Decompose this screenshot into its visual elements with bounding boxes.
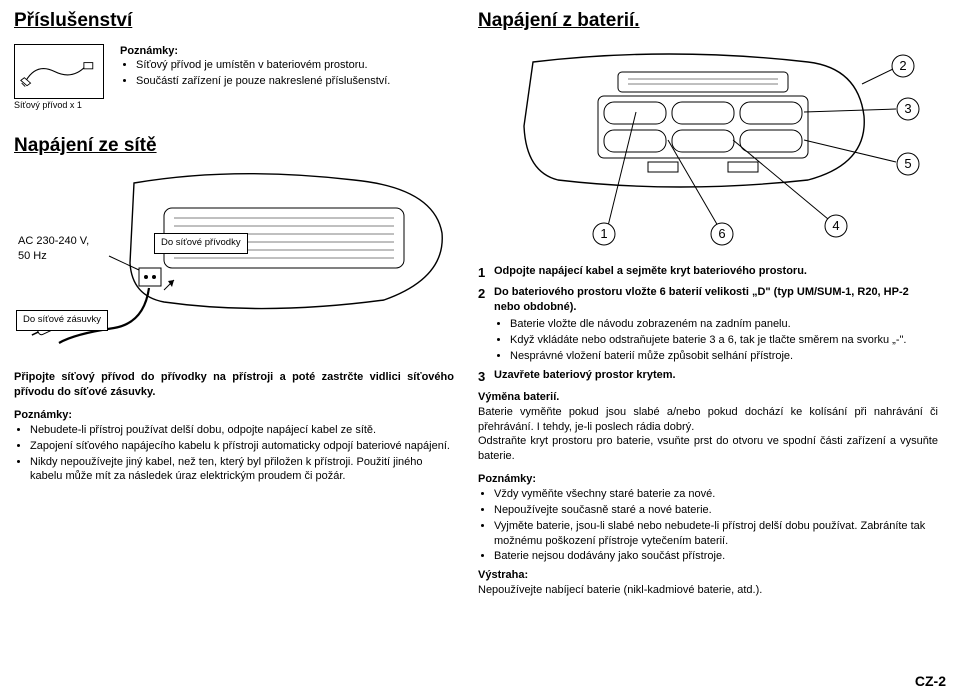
page-number: CZ-2 <box>915 672 946 691</box>
cable-icon <box>19 49 99 94</box>
note-item: Baterie nejsou dodávány jako součást pří… <box>494 549 938 564</box>
svg-text:1: 1 <box>600 226 607 241</box>
step-text: Odpojte napájecí kabel a sejměte kryt ba… <box>494 265 807 277</box>
battery-title: Napájení z baterií. <box>478 8 938 34</box>
step-number: 3 <box>478 368 494 386</box>
notes-label: Poznámky: <box>478 472 938 487</box>
accessory-row: Síťový přívod x 1 Poznámky: Síťový přívo… <box>14 44 454 111</box>
note-item: Vyjměte baterie, jsou-li slabé nebo nebu… <box>494 519 938 549</box>
note-item: Zapojení síťového napájecího kabelu k př… <box>30 439 454 454</box>
accessories-title: Příslušenství <box>14 8 454 34</box>
note-item: Nepoužívejte současně staré a nové bater… <box>494 503 938 518</box>
mains-title: Napájení ze sítě <box>14 133 454 159</box>
accessory-notes: Poznámky: Síťový přívod je umístěn v bat… <box>120 44 454 91</box>
svg-text:4: 4 <box>832 218 839 233</box>
label-outlet: Do síťové zásuvky <box>16 310 108 331</box>
exchange-heading: Výměna baterií. <box>478 390 938 405</box>
step-bullet: Baterie vložte dle návodu zobrazeném na … <box>510 317 938 332</box>
mains-diagram: AC 230-240 V, 50 Hz Do síťové zásuvky Do… <box>14 168 454 358</box>
label-inlet: Do síťové přívodky <box>154 233 248 254</box>
step-text: Uzavřete bateriový prostor krytem. <box>494 369 676 381</box>
svg-text:3: 3 <box>904 101 911 116</box>
note-item: Vždy vyměňte všechny staré baterie za no… <box>494 487 938 502</box>
warning-text: Nepoužívejte nabíjecí baterie (nikl-kadm… <box>478 583 938 598</box>
connect-instruction: Připojte síťový přívod do přívodky na př… <box>14 370 454 400</box>
exchange-text: Baterie vyměňte pokud jsou slabé a/nebo … <box>478 405 938 464</box>
ac-spec: AC 230-240 V, 50 Hz <box>18 234 89 264</box>
cable-illustration-box: Síťový přívod x 1 <box>14 44 104 111</box>
battery-notes: Vždy vyměňte všechny staré baterie za no… <box>478 487 938 564</box>
step-bullet: Nesprávné vložení baterií může způsobit … <box>510 349 938 364</box>
battery-steps: 1 Odpojte napájecí kabel a sejměte kryt … <box>478 264 938 386</box>
warning-label: Výstraha: <box>478 568 938 583</box>
battery-diagram: 2 3 5 4 6 1 <box>478 44 938 254</box>
note-item: Nebudete-li přístroj používat delší dobu… <box>30 423 454 438</box>
svg-text:2: 2 <box>899 58 906 73</box>
mains-notes: Nebudete-li přístroj používat delší dobu… <box>14 423 454 484</box>
note-item: Součástí zařízení je pouze nakreslené př… <box>136 74 454 89</box>
step-bullet: Když vkládáte nebo odstraňujete baterie … <box>510 333 938 348</box>
notes-label: Poznámky: <box>120 44 454 59</box>
step-text: Do bateriového prostoru vložte 6 baterií… <box>494 286 909 313</box>
note-item: Síťový přívod je umístěn v bateriovém pr… <box>136 58 454 73</box>
step-number: 1 <box>478 264 494 282</box>
step-number: 2 <box>478 285 494 364</box>
svg-text:6: 6 <box>718 226 725 241</box>
svg-text:5: 5 <box>904 156 911 171</box>
notes-label: Poznámky: <box>14 408 454 423</box>
cable-caption: Síťový přívod x 1 <box>14 99 104 111</box>
note-item: Nikdy nepoužívejte jiný kabel, než ten, … <box>30 455 454 485</box>
